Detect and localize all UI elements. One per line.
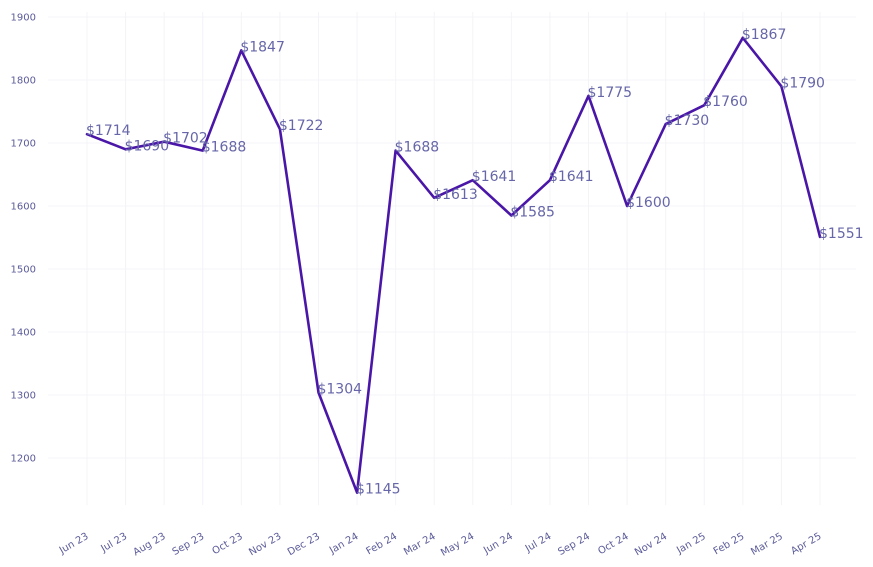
data-label: $1145 — [356, 482, 401, 498]
y-tick-label: 1300 — [11, 391, 36, 402]
data-label: $1790 — [780, 75, 825, 91]
x-tick-label: Oct 23 — [211, 531, 245, 557]
data-label: $1867 — [742, 27, 787, 43]
x-tick-label: Sep 24 — [556, 531, 592, 558]
series-line — [85, 36, 822, 494]
x-tick-label: Dec 23 — [286, 531, 322, 558]
y-tick-label: 1600 — [11, 202, 36, 213]
data-label: $1847 — [240, 39, 285, 55]
data-label: $1641 — [549, 169, 594, 185]
x-tick-label: Nov 24 — [633, 531, 669, 558]
data-label: $1688 — [395, 140, 440, 156]
x-tick-label: Jan 25 — [674, 531, 707, 557]
x-tick-label: Aug 23 — [131, 531, 167, 558]
data-label: $1600 — [626, 195, 671, 211]
y-tick-label: 1400 — [11, 328, 36, 339]
data-label: $1613 — [433, 187, 478, 203]
data-label: $1641 — [472, 169, 517, 185]
data-label: $1690 — [125, 138, 170, 154]
x-tick-label: Feb 24 — [365, 531, 400, 557]
x-tick-label: May 24 — [439, 531, 476, 559]
y-tick-label: 1200 — [11, 454, 36, 465]
x-tick-label: Feb 25 — [712, 531, 747, 557]
x-tick-label: Jun 23 — [57, 531, 91, 557]
y-tick-label: 1500 — [11, 265, 36, 276]
x-tick-label: Sep 23 — [171, 531, 207, 558]
x-tick-label: Nov 23 — [247, 531, 283, 558]
grid — [48, 12, 856, 505]
x-tick-label: Oct 24 — [596, 531, 630, 557]
data-label: $1551 — [819, 226, 864, 242]
data-label: $1775 — [588, 85, 633, 101]
x-tick-label: Jan 24 — [327, 531, 360, 557]
x-tick-label: Apr 25 — [789, 531, 823, 557]
data-label: $1714 — [86, 123, 131, 139]
x-tick-label: Mar 25 — [749, 531, 785, 558]
x-tick-label: Mar 24 — [402, 531, 438, 558]
data-label: $1722 — [279, 118, 324, 134]
y-tick-label: 1700 — [11, 139, 36, 150]
x-tick-label: Jun 24 — [481, 531, 515, 557]
data-label: $1730 — [665, 113, 710, 129]
x-axis-ticks: Jun 23 Jul 23 Aug 23 Sep 23 Oct 23 Nov 23 Dec … — [57, 531, 824, 559]
data-label: $1585 — [510, 204, 555, 220]
data-label: $1304 — [317, 381, 362, 397]
y-tick-label: 1800 — [11, 76, 36, 87]
data-label: $1760 — [703, 94, 748, 110]
y-axis-ticks: 1200 1300 1400 1500 1600 1700 1800 1900 — [11, 13, 36, 465]
data-labels: $1714$1690$1702$1688$1847$1722$1304$1145… — [86, 27, 864, 498]
x-tick-label: Jul 23 — [98, 531, 129, 555]
y-tick-label: 1900 — [11, 13, 36, 24]
data-label: $1702 — [163, 131, 208, 147]
data-label: $1688 — [202, 140, 247, 156]
x-tick-label: Jul 24 — [523, 531, 554, 555]
